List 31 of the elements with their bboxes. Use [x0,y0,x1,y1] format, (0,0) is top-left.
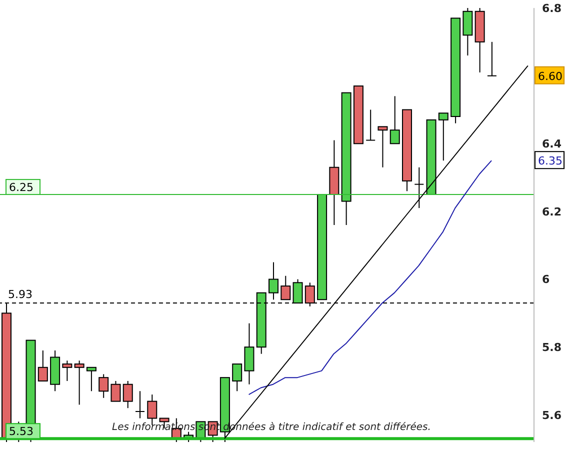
y-tick-label: 6.2 [542,205,562,218]
candlestick [486,41,497,76]
candlestick [268,262,278,300]
y-tick-label: 6 [542,273,550,286]
y-tick-label: 5.8 [542,340,562,354]
candlestick [122,380,133,409]
candlestick [135,390,145,419]
candlestick [280,275,291,300]
candlestick [366,109,376,141]
ref-line-label: 5.53 [9,425,34,438]
candlestick [62,360,72,382]
candlestick [86,366,96,392]
candlestick [378,126,388,168]
candlestick [110,380,121,402]
y-tick-label: 6.4 [542,138,562,151]
y-tick-label: 5.6 [542,408,562,422]
candlestick [438,112,448,162]
annotation: 6.35 [538,154,562,168]
y-tick-label: 6.8 [542,2,562,15]
annotation: 6.60 [538,70,562,83]
candlestick [462,8,473,56]
candlestick [38,350,48,382]
ref-line-label: 6.25 [9,180,34,194]
ref-line-label: 5.93 [8,288,32,301]
candlestick [414,166,424,209]
candlestick [232,364,242,392]
candlestick [390,96,400,144]
line-series [248,160,492,396]
candlestick [244,322,254,385]
candlestick [98,374,109,398]
candlestick [74,360,84,406]
